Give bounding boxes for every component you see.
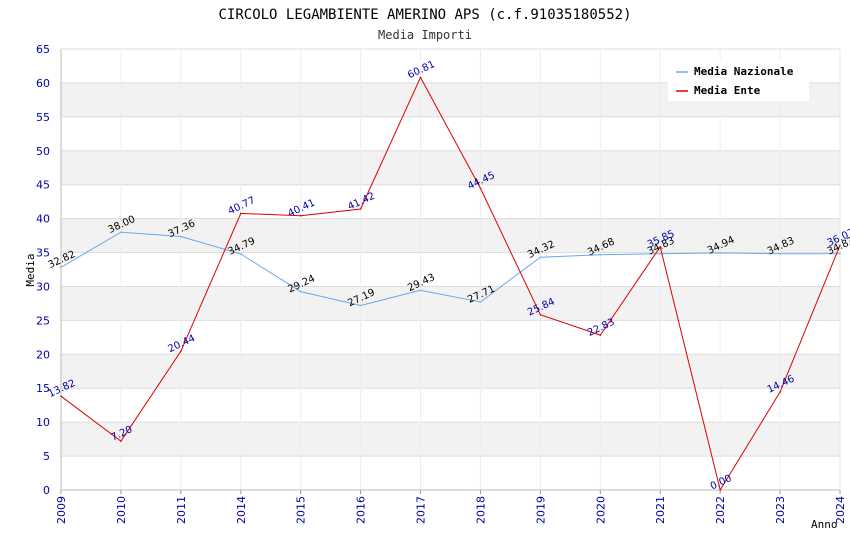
x-tick-label: 2021 [654, 496, 667, 524]
data-point-media-nazionale [719, 252, 721, 254]
y-tick-label: 45 [36, 179, 50, 192]
legend-label-media-nazionale: Media Nazionale [694, 65, 794, 78]
data-point-media-ente [239, 212, 242, 215]
data-point-media-nazionale [419, 289, 422, 292]
data-point-media-nazionale [659, 252, 662, 255]
legend-label-media-ente: Media Ente [694, 84, 761, 97]
chart-title: CIRCOLO LEGAMBIENTE AMERINO APS (c.f.910… [218, 7, 631, 23]
data-point-media-ente [479, 187, 482, 190]
chart-subtitle: Media Importi [378, 28, 472, 42]
data-label-media-ente: 40.41 [286, 197, 317, 219]
y-tick-label: 5 [43, 450, 50, 463]
legend-box [668, 60, 809, 101]
axes [60, 49, 841, 491]
data-point-media-nazionale [599, 253, 602, 256]
x-tick-label: 2009 [55, 496, 68, 524]
data-label-media-ente: 20.44 [166, 333, 197, 355]
data-point-media-ente [60, 395, 62, 398]
data-point-media-nazionale [239, 253, 242, 255]
y-tick-labels: 0 5 10 15 20 25 30 35 40 45 50 55 60 65 [36, 43, 50, 497]
data-point-media-nazionale [359, 304, 362, 307]
data-point-media-ente [299, 215, 302, 217]
x-tick-label: 2022 [714, 496, 727, 524]
data-point-media-ente [779, 391, 781, 393]
y-tick-label: 50 [36, 145, 50, 158]
data-point-media-ente [719, 489, 721, 491]
series-line-media-ente [60, 76, 841, 492]
data-label-media-ente: 41.42 [346, 191, 377, 213]
grid-band [61, 218, 840, 253]
x-tick-label: 2014 [235, 496, 248, 524]
data-point-media-nazionale [299, 290, 302, 293]
data-point-media-nazionale [60, 266, 62, 269]
data-point-media-nazionale [539, 256, 542, 258]
y-tick-label: 10 [36, 416, 50, 429]
x-tick-label: 2011 [175, 496, 188, 524]
data-point-media-ente [359, 208, 362, 210]
legend: Media Nazionale Media Ente [668, 60, 809, 101]
x-tick-label: 2018 [474, 496, 487, 524]
grid-bands [61, 82, 840, 457]
data-point-media-ente [419, 76, 422, 79]
data-point-media-ente [659, 245, 662, 248]
x-tick-labels: 2009 2010 2011 2014 2015 2016 2017 2018 2019 2020… [55, 496, 847, 524]
x-axis-label: Anno [811, 518, 838, 531]
y-tick-label: 35 [36, 247, 50, 260]
data-point-media-ente [599, 334, 602, 336]
data-point-media-ente [539, 313, 542, 316]
x-tick-label: 2019 [534, 496, 547, 524]
data-point-media-nazionale [180, 235, 182, 238]
grid-band [61, 354, 840, 389]
series-lines [60, 76, 841, 492]
y-tick-label: 40 [36, 213, 50, 226]
grid-band [61, 422, 840, 457]
data-point-media-nazionale [839, 252, 841, 255]
x-tick-label: 2017 [415, 496, 428, 524]
series-line-media-nazionale [60, 231, 840, 307]
y-tick-label: 20 [36, 348, 50, 361]
x-tick-label: 2023 [774, 496, 787, 524]
y-tick-label: 55 [36, 111, 50, 124]
data-point-media-nazionale [479, 301, 482, 303]
data-label-media-ente: 60.81 [406, 59, 437, 81]
grid-band [61, 286, 840, 321]
data-point-media-nazionale [120, 231, 122, 233]
y-axis-label: Media [24, 253, 37, 286]
y-tick-label: 30 [36, 280, 50, 293]
x-tick-label: 2015 [295, 496, 308, 524]
y-tick-label: 60 [36, 77, 50, 90]
x-tick-label: 2020 [594, 496, 607, 524]
data-point-media-ente [180, 350, 182, 353]
y-tick-label: 0 [43, 484, 50, 497]
data-point-media-nazionale [779, 252, 781, 255]
data-point-media-ente [839, 244, 841, 247]
x-tick-label: 2016 [355, 496, 368, 524]
x-tick-label: 2024 [834, 496, 847, 524]
x-tick-label: 2010 [115, 496, 128, 524]
grid-band [61, 150, 840, 185]
data-point-media-ente [120, 440, 122, 442]
y-tick-label: 15 [36, 382, 50, 395]
y-tick-label: 65 [36, 43, 50, 56]
y-tick-label: 25 [36, 314, 50, 327]
